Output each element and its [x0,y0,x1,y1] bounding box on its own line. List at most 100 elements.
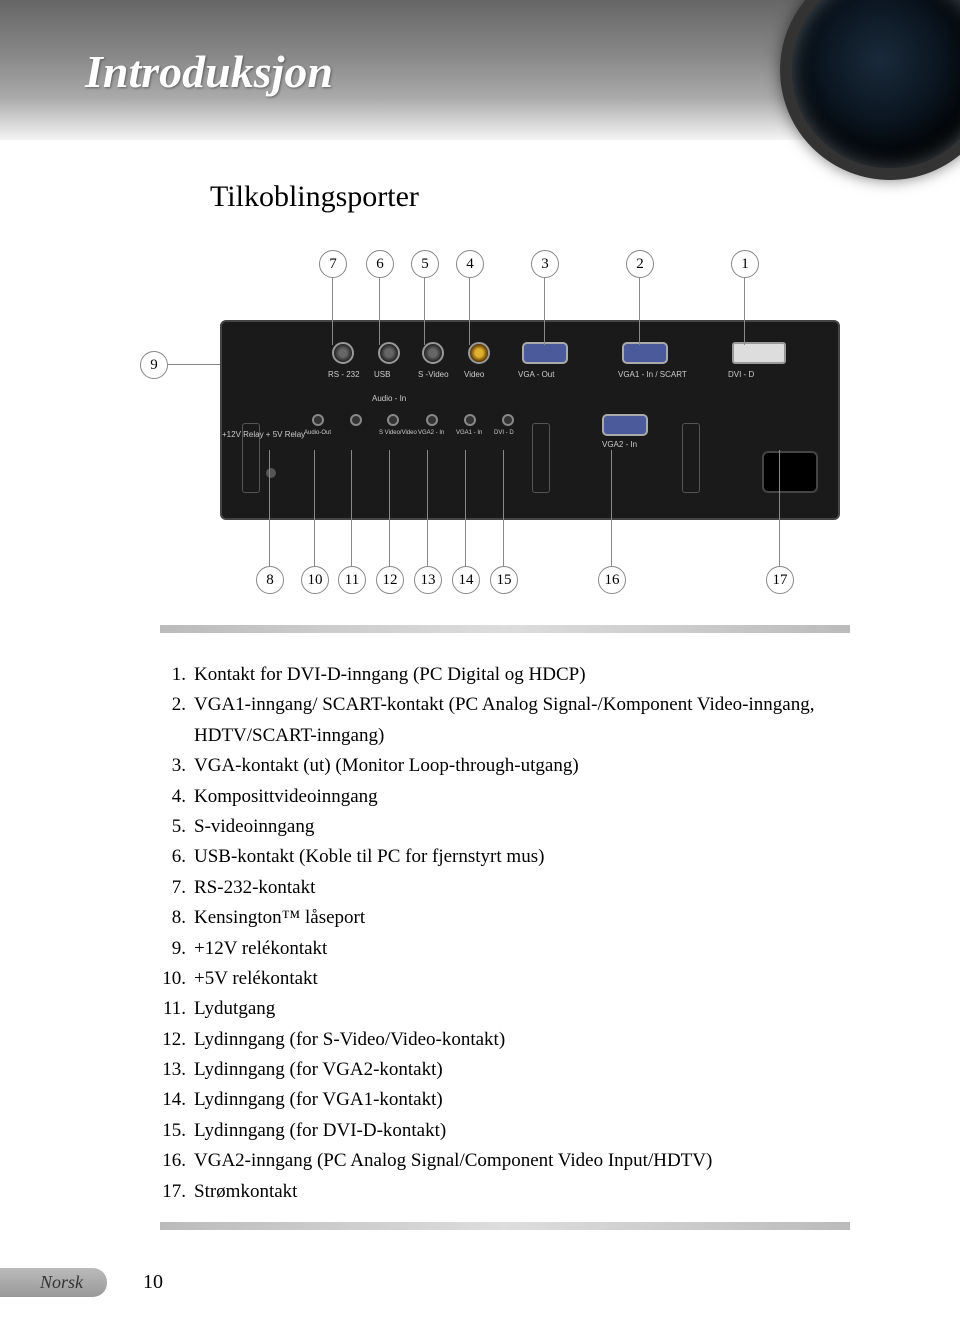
list-item: 1.Kontakt for DVI-D-inngang (PC Digital … [160,660,860,690]
list-item: 7.RS-232-kontakt [160,873,860,903]
port-label: USB [374,370,390,379]
list-item: 9.+12V relékontakt [160,934,860,964]
page-number: 10 [143,1271,163,1294]
list-item: 5.S-videoinngang [160,812,860,842]
audio-jack [387,414,399,426]
port-dvi-d [732,342,786,364]
list-item: 6.USB-kontakt (Koble til PC for fjernsty… [160,842,860,872]
audio-jack [464,414,476,426]
port-vga1-in-scart [622,342,668,364]
list-item-number: 15. [160,1116,194,1146]
callout-12: 12 [376,566,404,594]
list-item-number: 14. [160,1085,194,1115]
list-item-text: Strømkontakt [194,1177,860,1207]
list-item-text: Lydinngang (for VGA1-kontakt) [194,1085,860,1115]
relay-label: +12V Relay + 5V Relay [222,430,305,439]
port-label: RS - 232 [328,370,360,379]
list-item-number: 2. [160,690,194,751]
list-item: 15.Lydinngang (for DVI-D-kontakt) [160,1116,860,1146]
leader-line [427,450,428,566]
power-inlet [762,451,818,493]
list-item-number: 3. [160,751,194,781]
list-item: 13.Lydinngang (for VGA2-kontakt) [160,1055,860,1085]
leader-line [379,278,380,345]
port-s-video [422,342,444,364]
port-vga-out [522,342,568,364]
list-item-text: RS-232-kontakt [194,873,860,903]
jack-label: DVI - D [494,430,514,436]
port-label: VGA - Out [518,370,554,379]
list-item-text: Lydutgang [194,994,860,1024]
list-item-text: S-videoinngang [194,812,860,842]
list-item-number: 9. [160,934,194,964]
list-item-number: 8. [160,903,194,933]
callout-17: 17 [766,566,794,594]
kensington-slot [266,468,276,478]
jack-label: S Video/Video [379,430,417,436]
leader-line [503,450,504,566]
list-item-number: 6. [160,842,194,872]
list-item: 2.VGA1-inngang/ SCART-kontakt (PC Analog… [160,690,860,751]
list-item-number: 11. [160,994,194,1024]
port-label: VGA1 - In / SCART [618,370,687,379]
list-item: 11.Lydutgang [160,994,860,1024]
leader-line [744,278,745,345]
leader-line [544,278,545,345]
list-item-number: 5. [160,812,194,842]
callout-1: 1 [731,250,759,278]
leader-line [469,278,470,345]
mount-bracket-mid [532,423,550,493]
port-video [468,342,490,364]
list-item: 8.Kensington™ låseport [160,903,860,933]
jack-label: VGA1 - In [456,430,482,436]
list-item: 4.Komposittvideoinngang [160,782,860,812]
audio-jack [312,414,324,426]
lens-decoration [780,0,960,180]
leader-line [168,364,220,365]
page-footer: Norsk 10 [0,1268,163,1297]
leader-line [424,278,425,345]
audio-jack [350,414,362,426]
list-item-text: +12V relékontakt [194,934,860,964]
callout-10: 10 [301,566,329,594]
list-item: 12.Lydinngang (for S-Video/Video-kontakt… [160,1025,860,1055]
section-title: Tilkoblingsporter [210,180,419,214]
callout-8: 8 [256,566,284,594]
jack-label: Audio-Out [304,430,331,436]
rear-panel: RS - 232USBS -VideoVideoVGA - OutVGA1 - … [220,320,840,520]
port-usb [378,342,400,364]
leader-line [269,450,270,566]
list-item-number: 16. [160,1146,194,1176]
mount-bracket-left [242,423,260,493]
leader-line [639,278,640,345]
list-item: 10.+5V relékontakt [160,964,860,994]
mount-bracket-right [682,423,700,493]
port-rs-232 [332,342,354,364]
list-item-number: 17. [160,1177,194,1207]
list-item-text: VGA-kontakt (ut) (Monitor Loop-through-u… [194,751,860,781]
port-vga2-in-label: VGA2 - In [602,440,637,449]
list-item-text: Lydinngang (for VGA2-kontakt) [194,1055,860,1085]
list-item-text: Kontakt for DVI-D-inngang (PC Digital og… [194,660,860,690]
callout-6: 6 [366,250,394,278]
jack-label: VGA2 - In [418,430,444,436]
list-item-number: 12. [160,1025,194,1055]
list-item-text: VGA1-inngang/ SCART-kontakt (PC Analog S… [194,690,860,751]
ports-diagram: RS - 232USBS -VideoVideoVGA - OutVGA1 - … [120,250,840,600]
list-item-number: 7. [160,873,194,903]
audio-in-label: Audio - In [372,394,406,403]
port-label: S -Video [418,370,449,379]
leader-line [611,450,612,566]
callout-5: 5 [411,250,439,278]
callout-9: 9 [140,351,168,379]
language-tab: Norsk [0,1268,107,1297]
callout-16: 16 [598,566,626,594]
callout-3: 3 [531,250,559,278]
list-item: 16.VGA2-inngang (PC Analog Signal/Compon… [160,1146,860,1176]
callout-2: 2 [626,250,654,278]
port-list: 1.Kontakt for DVI-D-inngang (PC Digital … [160,660,860,1207]
list-item-text: +5V relékontakt [194,964,860,994]
leader-line [332,278,333,345]
leader-line [389,450,390,566]
callout-4: 4 [456,250,484,278]
